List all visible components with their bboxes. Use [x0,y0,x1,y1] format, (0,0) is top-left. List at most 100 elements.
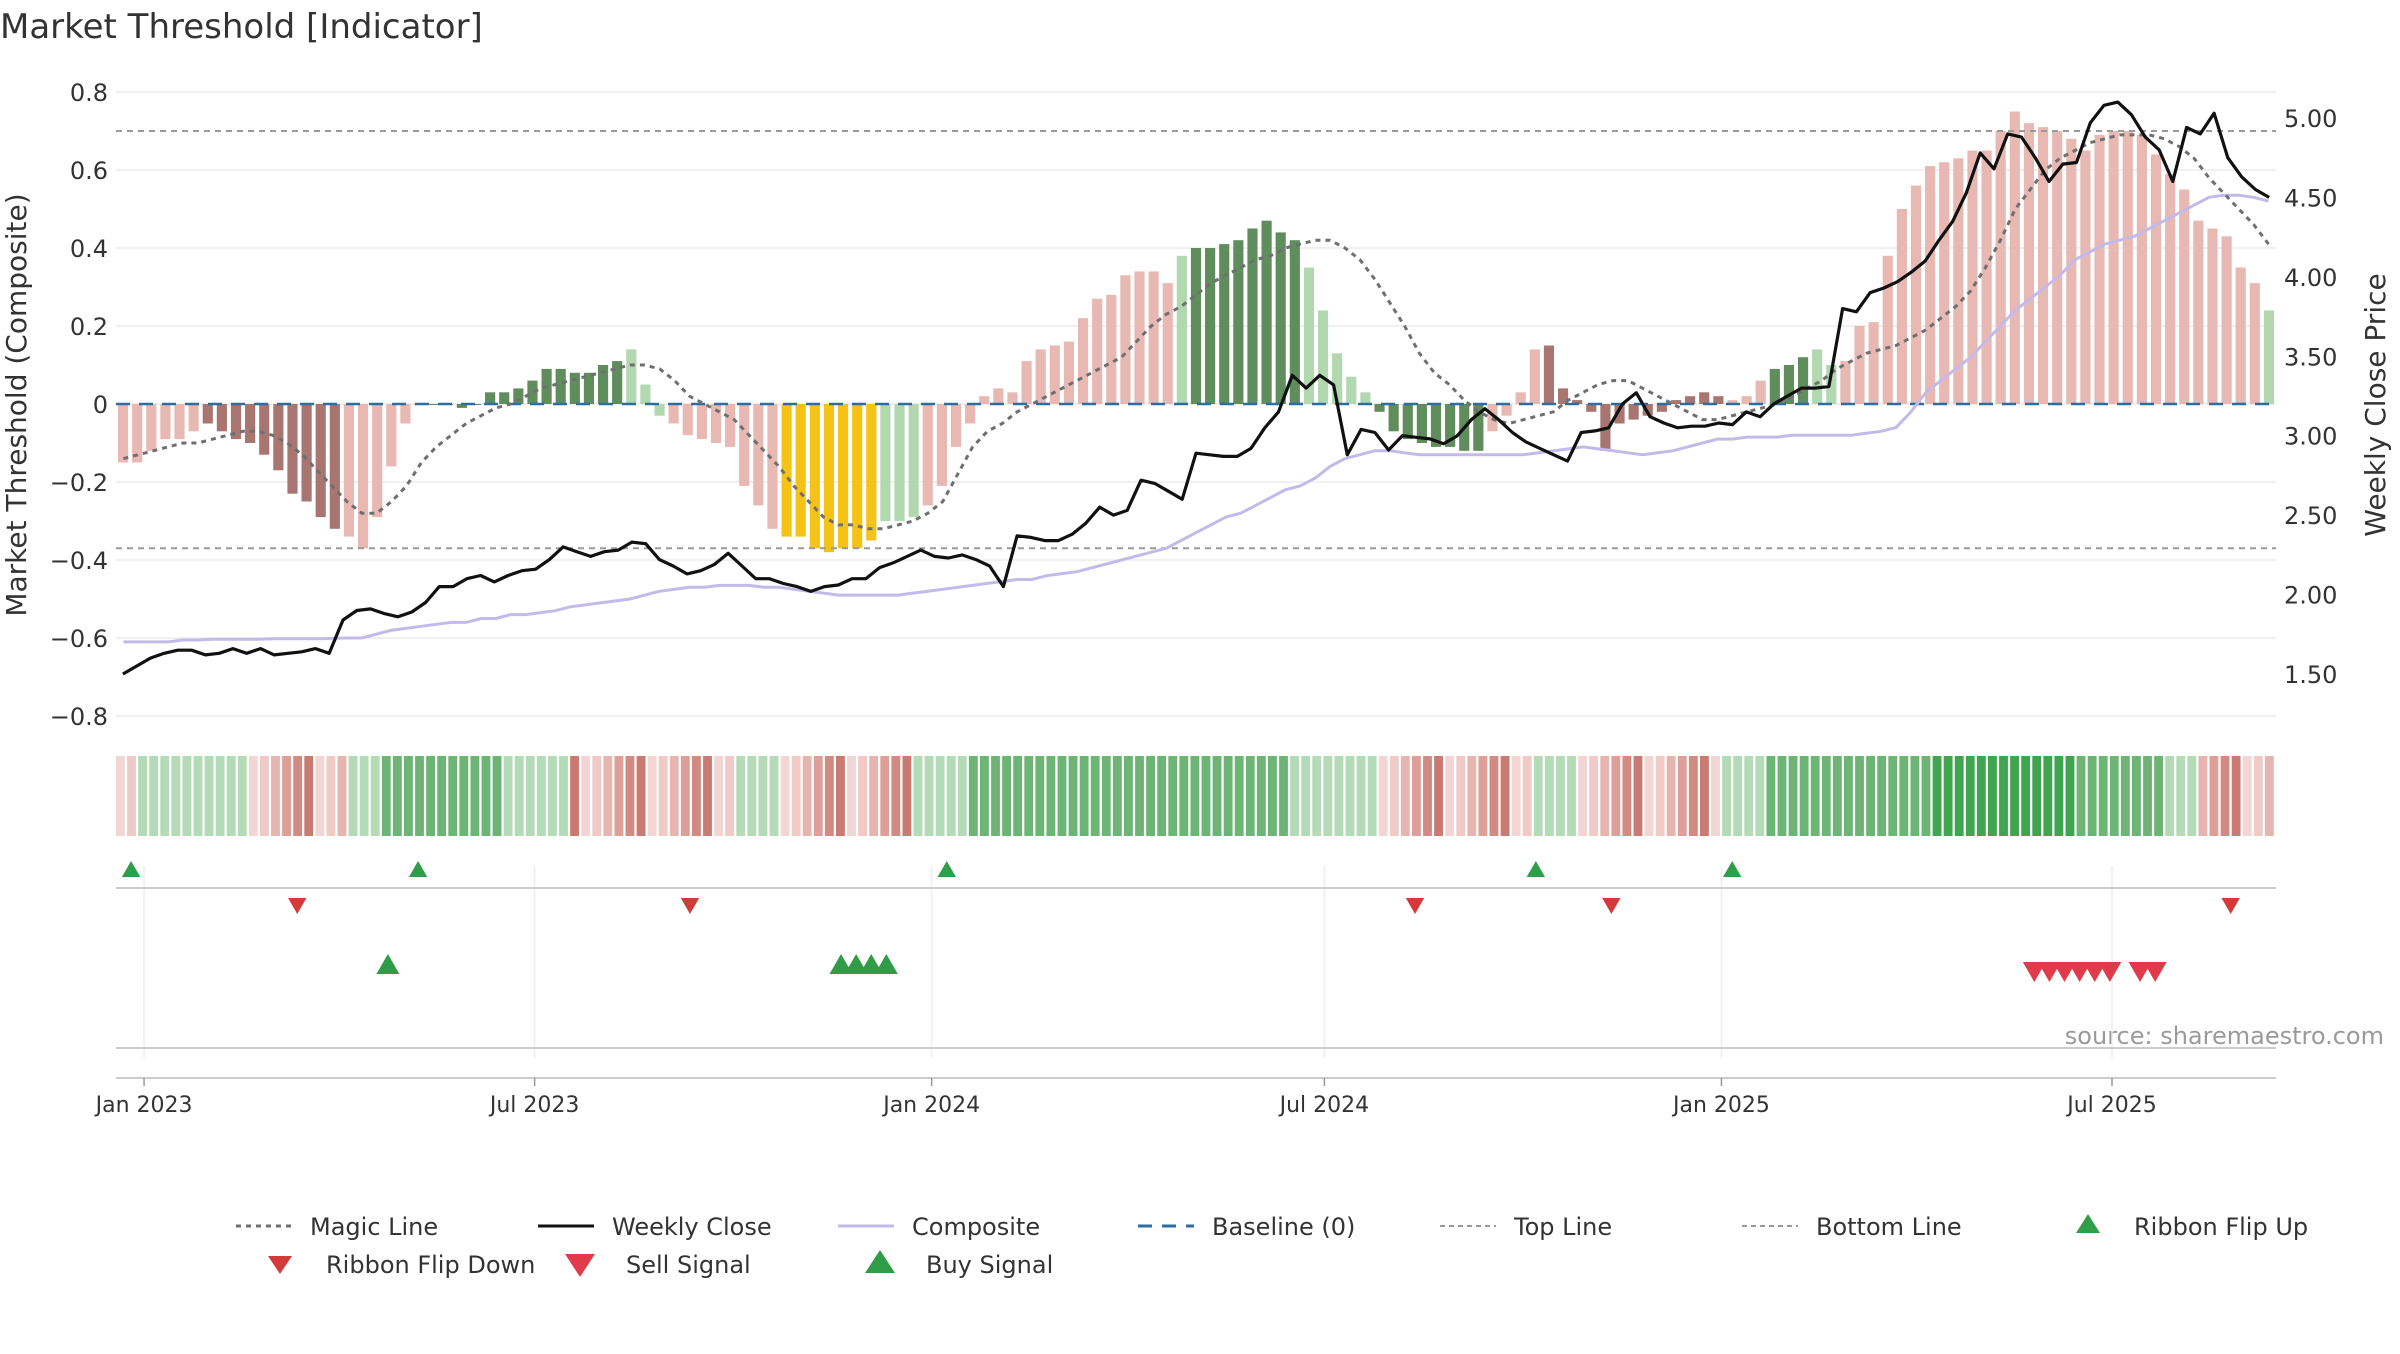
composite-bar [174,404,185,440]
composite-bar [1925,166,1936,404]
composite-bar [1445,404,1456,447]
legend-item-top: Top Line [1440,1213,1612,1241]
composite-bar [866,404,877,541]
ribbon-cell [1700,756,1709,836]
x-tick-label: Jan 2024 [881,1093,980,1118]
ribbon-cell [1600,756,1610,836]
ribbon-cell [1932,756,1942,836]
ribbon-cell [1954,756,1964,836]
ribbon-cell [1799,756,1809,836]
ribbon-flip-down-marker [2221,898,2240,914]
ribbon-cell [282,756,292,836]
y2-tick-label: 3.00 [2284,423,2337,451]
legend-item-close: Weekly Close [538,1213,772,1241]
composite-bar [1120,275,1131,404]
composite-bar [1967,150,1978,404]
ribbon-cell [714,756,724,836]
composite-bar [1713,396,1724,404]
legend-label: Bottom Line [1816,1213,1962,1241]
ribbon-cell [1068,756,1078,836]
ribbon-cell [880,756,890,836]
composite-bar [2052,131,2063,404]
ribbon-cell [2065,756,2075,836]
ribbon-cell [692,756,701,836]
buy-signal-marker [874,954,898,974]
legend-item-baseline: Baseline (0) [1138,1213,1355,1241]
ribbon-cell [1423,756,1432,836]
ribbon-cell [1888,756,1898,836]
composite-bar [894,404,905,521]
composite-bar [117,404,129,463]
composite-bar [1346,376,1357,404]
composite-bar [993,388,1004,404]
composite-bar [2066,138,2077,405]
ribbon-cell [1456,756,1466,836]
composite-bar [1515,392,1526,404]
ribbon-cell [1943,756,1953,836]
ribbon-cell [1002,756,1012,836]
ribbon-cell [1079,756,1089,836]
legend-swatch-buy [865,1250,895,1273]
ribbon-cell [326,756,336,836]
composite-bar [1233,240,1244,404]
ribbon-cell [1766,756,1776,836]
composite-bar [597,365,609,404]
ribbon-cell [625,756,635,836]
legend-swatch-flip-up [2076,1214,2100,1233]
composite-bar [1007,392,1018,404]
ribbon-cell [680,756,690,836]
ribbon-cell [581,756,591,836]
ribbon-cell [448,756,458,836]
legend-swatch-flip-down [268,1256,292,1274]
composite-bar [2179,189,2190,404]
legend-item-sell: Sell Signal [565,1251,751,1279]
ribbon-cell [836,756,845,836]
ribbon-cell [2242,756,2252,836]
composite-bar [1656,404,1667,412]
ribbon-cell [2043,756,2053,836]
composite-bar [287,404,298,494]
composite-bars [117,111,2275,553]
composite-bar [1162,283,1173,404]
composite-bar [908,404,919,518]
ribbon-cell [415,756,424,836]
ribbon-cell [138,756,148,836]
ribbon-cell [1733,756,1743,836]
ribbon-cell [1544,756,1554,836]
ribbon-cell [2076,756,2086,836]
ribbon-cell [1755,756,1765,836]
composite-bar [654,404,665,416]
ribbon-flip-up-marker [408,861,428,877]
ribbon-cell [957,756,967,836]
ribbon-cell [1899,756,1909,836]
ribbon-cell [116,756,125,836]
y-tick-label: 0 [93,391,108,419]
ribbon-cell [1323,756,1333,836]
composite-bar [1317,310,1329,404]
legend-label: Buy Signal [926,1251,1053,1279]
ribbon-cell [182,756,192,836]
x-axis: Jan 2023 Jul 2023 Jan 2024 Jul 2024 Jan 2025… [94,1077,2276,1118]
composite-bar [1219,244,1230,404]
ribbon-cell [2253,756,2263,836]
composite-bar [767,404,778,529]
composite-bar [753,404,764,506]
ribbon-cell [260,756,269,836]
sell-signal-marker [2083,962,2107,982]
ribbon-cell [2198,756,2208,836]
ribbon-cell [2087,756,2097,836]
composite-bar [880,404,891,521]
x-tick-label: Jul 2025 [2065,1093,2157,1118]
y2-axis-label: Weekly Close Price [2359,273,2392,536]
composite-bar [1332,353,1343,404]
composite-bar [1995,131,2006,404]
composite-bar [1035,349,1046,404]
ribbon-cell [514,756,524,836]
composite-bar [2094,134,2105,404]
legend-swatch-sell [565,1254,595,1277]
ribbon-cell [2264,756,2274,836]
composite-bar [1755,380,1766,404]
composite-bar [2023,123,2035,404]
composite-bar [795,404,806,537]
ribbon-cell [1046,756,1056,836]
